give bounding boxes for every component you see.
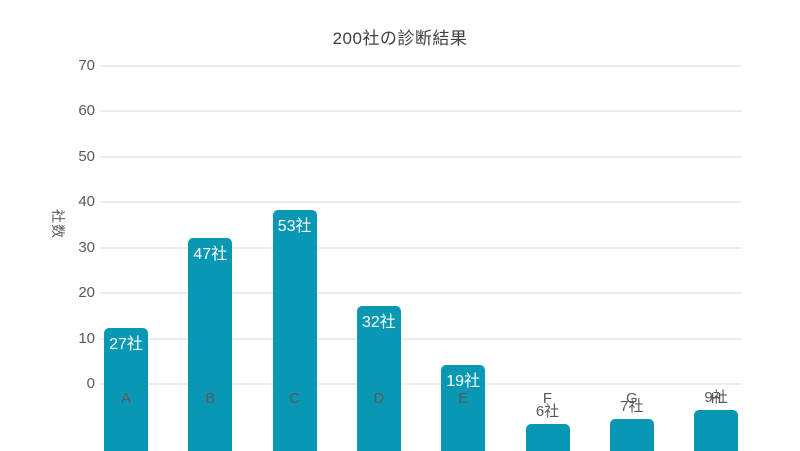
- bar-F: 6社: [525, 403, 570, 451]
- y-tick-label-70: 70: [78, 57, 95, 74]
- x-tick-label-D: D: [373, 390, 385, 407]
- gridline-y-60: [100, 110, 742, 113]
- gridline-y-10: [100, 337, 742, 340]
- bar-B: 47社: [188, 237, 233, 451]
- gridline-y-30: [100, 246, 742, 249]
- gridline-y-20: [100, 292, 742, 295]
- x-tick-label-F: F: [542, 390, 553, 407]
- y-tick-label-0: 0: [86, 375, 95, 392]
- bar-value-label-C: 53社: [277, 218, 312, 236]
- y-tick-label-10: 10: [78, 329, 95, 347]
- gridline-y-70: [100, 65, 742, 67]
- chart-title: 200社の診断結果: [332, 29, 468, 48]
- y-tick-label-30: 30: [78, 238, 95, 256]
- y-tick-label-40: 40: [78, 193, 95, 211]
- gridline-y-50: [100, 155, 742, 158]
- bar-value-label-D: 32社: [361, 313, 396, 331]
- y-tick-label-50: 50: [78, 147, 95, 165]
- bar-G: 7社: [609, 398, 654, 451]
- bar-value-label-H: 9社: [704, 389, 728, 407]
- bar-A: 27社: [104, 328, 148, 451]
- x-tick-label-H: H: [710, 390, 722, 407]
- y-tick-label-20: 20: [78, 284, 95, 302]
- x-tick-label-G: G: [625, 390, 638, 407]
- bar-C: 53社: [272, 210, 317, 451]
- x-tick-label-E: E: [458, 390, 469, 407]
- y-tick-label-60: 60: [78, 102, 95, 120]
- bar-value-label-E: 19社: [446, 372, 481, 390]
- bar-E: 19社: [441, 364, 486, 451]
- bar-value-label-G: 7社: [620, 398, 644, 416]
- bar-value-label-A: 27社: [109, 336, 143, 354]
- x-tick-label-C: C: [289, 390, 301, 407]
- bar-H: 9社: [694, 389, 739, 451]
- bar-value-label-F: 6社: [535, 402, 560, 420]
- x-tick-label-A: A: [120, 390, 131, 407]
- bar-value-label-B: 47社: [193, 245, 228, 263]
- gridline-y-40: [100, 201, 742, 204]
- gridline-y-0: [100, 383, 742, 385]
- x-tick-label-B: B: [205, 390, 216, 407]
- bar-D: 32社: [356, 305, 401, 451]
